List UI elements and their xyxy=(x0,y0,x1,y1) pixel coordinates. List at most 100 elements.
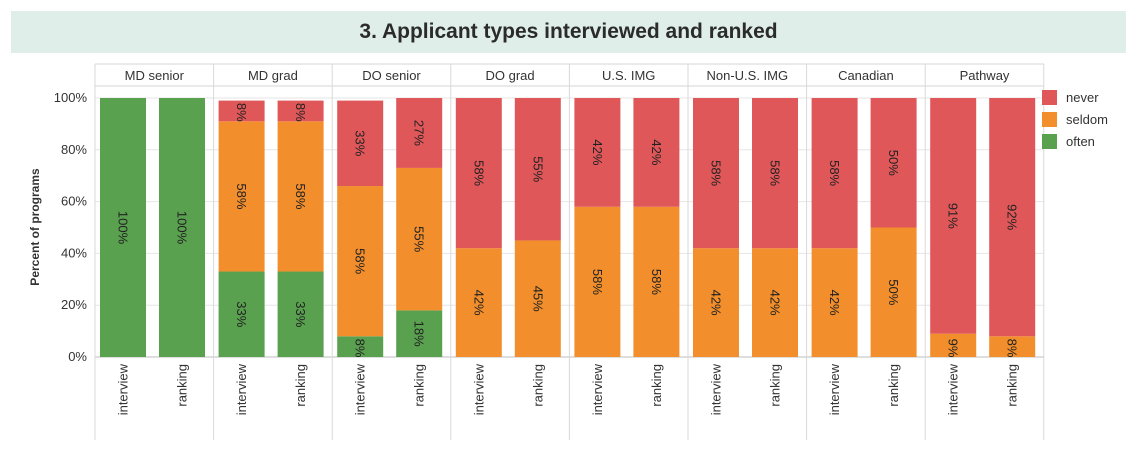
data-label: 58% xyxy=(293,183,308,209)
x-tick-label: ranking xyxy=(886,364,901,407)
x-tick-label: ranking xyxy=(1005,364,1020,407)
bar-segment-seldom xyxy=(870,227,917,357)
bar-segment-never xyxy=(455,98,502,249)
data-label: 8% xyxy=(353,339,368,358)
bar-segment-never xyxy=(930,98,977,334)
x-tick-label: interview xyxy=(234,363,249,415)
legend-label-never: never xyxy=(1066,89,1099,105)
legend-label-often: often xyxy=(1066,133,1095,149)
panel-header: U.S. IMG xyxy=(602,68,655,83)
panel-header: MD grad xyxy=(248,68,298,83)
data-label: 91% xyxy=(946,203,961,229)
y-tick-label: 80% xyxy=(61,142,87,157)
x-tick-label: ranking xyxy=(175,364,190,407)
y-tick-label: 40% xyxy=(61,245,87,260)
bar-segment-seldom xyxy=(574,206,621,357)
data-label: 42% xyxy=(709,290,724,316)
bar-segment-never xyxy=(870,98,917,228)
x-tick-label: ranking xyxy=(412,364,427,407)
data-label: 50% xyxy=(886,150,901,176)
y-tick-label: 100% xyxy=(54,90,88,105)
bar-segment-seldom xyxy=(633,206,680,357)
y-tick-label: 60% xyxy=(61,194,87,209)
data-label: 8% xyxy=(293,103,308,122)
data-label: 100% xyxy=(175,211,190,245)
bar-segment-seldom xyxy=(693,248,739,357)
bar-segment-never xyxy=(633,98,680,207)
data-label: 100% xyxy=(116,211,131,245)
bar-segment-seldom xyxy=(337,186,384,337)
data-label: 42% xyxy=(827,290,842,316)
data-label: 58% xyxy=(590,269,605,295)
bar-segment-never xyxy=(811,98,858,249)
data-label: 55% xyxy=(412,226,427,252)
bar-segment-never xyxy=(337,100,384,187)
bar-segment-often xyxy=(218,271,265,357)
data-label: 9% xyxy=(946,339,961,358)
x-tick-label: interview xyxy=(946,363,961,415)
data-label: 42% xyxy=(471,290,486,316)
x-tick-label: interview xyxy=(116,363,131,415)
panel-header: Non-U.S. IMG xyxy=(706,68,788,83)
bar-segment-never xyxy=(989,98,1036,337)
bar-segment-seldom xyxy=(752,248,798,357)
bar-segment-seldom xyxy=(514,240,561,357)
bar-segment-often xyxy=(337,336,384,357)
x-tick-label: interview xyxy=(353,363,368,415)
bar-segment-often xyxy=(100,98,146,357)
data-label: 92% xyxy=(1005,204,1020,230)
data-label: 58% xyxy=(768,160,783,186)
data-label: 33% xyxy=(293,301,308,327)
bar-segment-often xyxy=(277,271,324,357)
legend-item-seldom: seldom xyxy=(1042,108,1108,130)
data-label: 18% xyxy=(412,321,427,347)
x-tick-label: ranking xyxy=(293,364,308,407)
bar-segment-seldom xyxy=(930,333,977,357)
panel-header: Pathway xyxy=(960,68,1010,83)
data-label: 8% xyxy=(1005,339,1020,358)
data-label: 42% xyxy=(590,139,605,165)
y-axis-label: Percent of programs xyxy=(28,168,42,286)
data-label: 42% xyxy=(649,139,664,165)
bar-segment-seldom xyxy=(989,336,1036,357)
y-tick-label: 0% xyxy=(68,349,87,364)
legend: never seldom often xyxy=(1042,86,1108,152)
bar-segment-never xyxy=(218,100,265,122)
panel-header: Canadian xyxy=(838,68,894,83)
data-label: 58% xyxy=(234,183,249,209)
data-label: 33% xyxy=(234,301,249,327)
bar-segment-seldom xyxy=(277,121,324,272)
bar-segment-never xyxy=(693,98,739,249)
x-tick-label: ranking xyxy=(649,364,664,407)
bar-segment-never xyxy=(514,98,561,241)
chart-title: 3. Applicant types interviewed and ranke… xyxy=(359,20,778,43)
bar-segment-seldom xyxy=(455,248,502,357)
chart-title-bar: 3. Applicant types interviewed and ranke… xyxy=(11,11,1126,53)
bar-segment-never xyxy=(574,98,621,207)
data-label: 58% xyxy=(353,248,368,274)
x-tick-label: interview xyxy=(827,363,842,415)
data-label: 42% xyxy=(768,290,783,316)
x-tick-label: ranking xyxy=(768,364,783,407)
legend-label-seldom: seldom xyxy=(1066,111,1108,127)
x-tick-label: interview xyxy=(471,363,486,415)
data-label: 8% xyxy=(234,103,249,122)
legend-swatch-seldom xyxy=(1042,111,1057,127)
panel-header: MD senior xyxy=(125,68,185,83)
data-label: 50% xyxy=(886,279,901,305)
data-label: 58% xyxy=(709,160,724,186)
bar-segment-often xyxy=(396,310,443,357)
x-tick-label: interview xyxy=(590,363,605,415)
x-tick-label: ranking xyxy=(530,364,545,407)
bar-segment-seldom xyxy=(396,167,443,311)
bar-segment-seldom xyxy=(218,121,265,272)
data-label: 27% xyxy=(412,120,427,146)
panel-header: DO senior xyxy=(362,68,421,83)
data-label: 33% xyxy=(353,130,368,156)
bar-segment-never xyxy=(752,98,798,249)
legend-swatch-often xyxy=(1042,133,1057,149)
data-label: 55% xyxy=(530,156,545,182)
legend-swatch-never xyxy=(1042,89,1057,105)
legend-item-often: often xyxy=(1042,130,1108,152)
